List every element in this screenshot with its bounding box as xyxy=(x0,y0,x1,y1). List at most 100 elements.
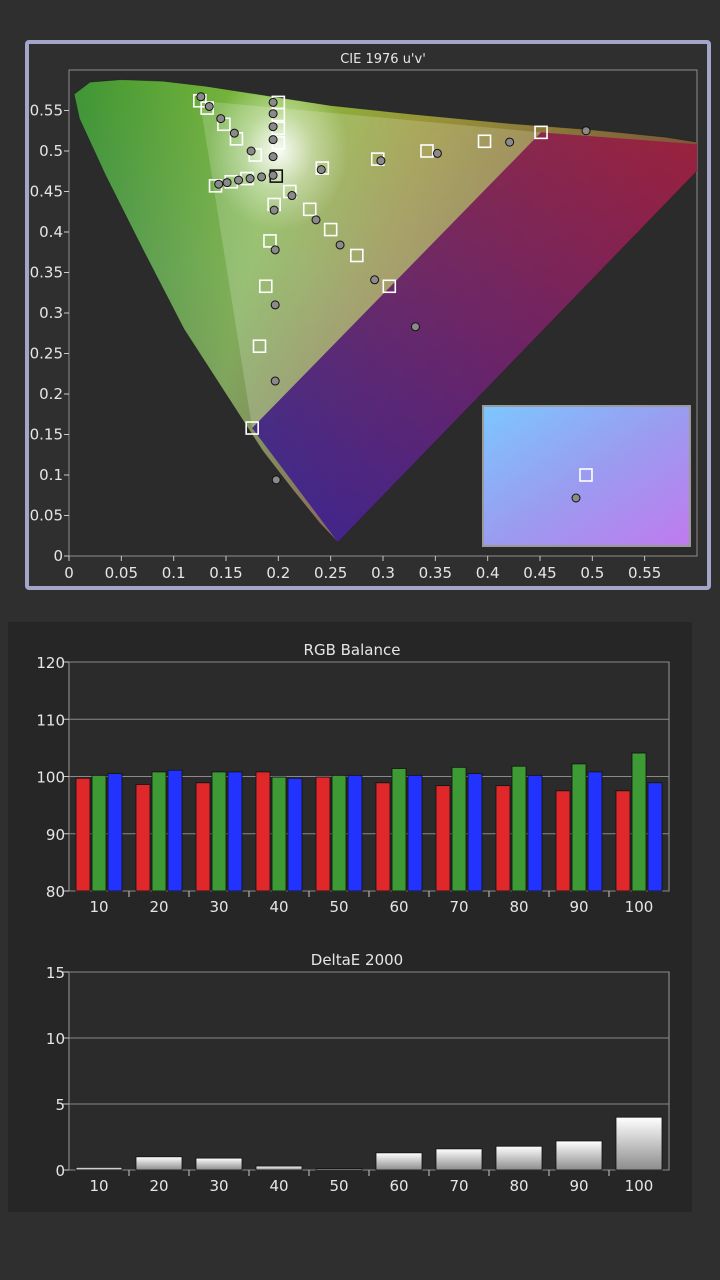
cie-x-tick-label: 0.4 xyxy=(476,564,500,582)
cie-x-tick-label: 0.2 xyxy=(266,564,290,582)
cie-y-tick-label: 0.05 xyxy=(30,507,63,525)
rgb-bar-red xyxy=(495,785,511,892)
rgb-bar-blue xyxy=(467,773,483,892)
rgb-bar-red xyxy=(75,777,91,892)
rgb-bar-blue xyxy=(287,777,303,892)
x-tick-label: 70 xyxy=(449,1177,468,1195)
cie-measured-point xyxy=(376,156,386,166)
cie-frame xyxy=(25,40,711,590)
cie-measured-point xyxy=(268,122,278,132)
cie-x-tick-label: 0.55 xyxy=(628,564,661,582)
cie-measured-point xyxy=(270,245,280,255)
x-tick-label: 50 xyxy=(329,1177,348,1195)
rgb-bar-red xyxy=(375,782,391,892)
cie-x-tick-label: 0.3 xyxy=(371,564,395,582)
cie-measured-point xyxy=(432,148,442,158)
cie-y-tick-label: 0.55 xyxy=(30,102,63,120)
rgb-bar-green xyxy=(571,763,587,892)
cie-target-marker xyxy=(263,234,277,248)
x-tick-label: 90 xyxy=(569,1177,588,1195)
rgb-bar-red xyxy=(435,785,451,892)
deltae-bar xyxy=(255,1165,303,1171)
cie-target-marker xyxy=(245,421,259,435)
cie-measured-point xyxy=(245,174,255,184)
cie-measured-point xyxy=(271,475,281,485)
cie-target-marker xyxy=(323,222,338,237)
rgb-bar-red xyxy=(135,784,151,892)
deltae-bar xyxy=(75,1166,123,1171)
cie-measured-point xyxy=(268,152,278,162)
deltae-2000-chart: 0 5 10 15 10 20 30 40 50 60 70 80 90 100 xyxy=(46,964,670,1195)
rgb-bar-green xyxy=(451,766,467,892)
cie-measured-point xyxy=(505,137,515,147)
y-tick-label: 80 xyxy=(46,883,65,901)
rgb-bar-green xyxy=(631,752,647,892)
rgb-bar-blue xyxy=(227,771,243,892)
cie-target-marker xyxy=(302,202,317,217)
inset-target-marker xyxy=(579,468,593,482)
x-tick-label: 60 xyxy=(389,1177,408,1195)
cie-measured-point xyxy=(268,135,278,145)
cie-y-tick-label: 0.15 xyxy=(30,426,63,444)
rgb-bar-green xyxy=(391,768,407,892)
deltae-bar xyxy=(495,1145,543,1171)
cie-target-marker xyxy=(252,339,267,354)
cie-title: CIE 1976 u'v' xyxy=(340,52,426,67)
deltae-bar xyxy=(615,1116,663,1171)
rgb-bar-red xyxy=(315,776,331,892)
x-tick-label: 40 xyxy=(269,1177,288,1195)
cie-measured-point xyxy=(287,191,297,201)
cie-measured-point xyxy=(246,146,256,156)
x-tick-label: 20 xyxy=(149,898,168,916)
cie-measured-point xyxy=(316,165,326,175)
cie-measured-point xyxy=(268,109,278,119)
y-tick-label: 5 xyxy=(55,1096,65,1114)
rgb-bar-blue xyxy=(407,774,423,892)
cie-x-tick-label: 0.15 xyxy=(209,564,242,582)
cie-measured-point xyxy=(311,215,321,225)
cie-measured-point xyxy=(370,275,380,285)
x-tick-label: 80 xyxy=(509,1177,528,1195)
cie-y-tick-label: 0.5 xyxy=(39,142,63,160)
deltae-bar xyxy=(315,1168,363,1171)
rgb-bar-green xyxy=(91,774,107,892)
cie-y-tick-label: 0 xyxy=(53,547,63,565)
x-tick-label: 70 xyxy=(449,898,468,916)
rgb-bar-green xyxy=(511,765,527,892)
x-tick-label: 20 xyxy=(149,1177,168,1195)
x-tick-label: 60 xyxy=(389,898,408,916)
cie-x-tick-label: 0.05 xyxy=(105,564,138,582)
cie-target-marker xyxy=(534,125,548,140)
deltae-bar xyxy=(555,1140,603,1171)
rgb-bar-blue xyxy=(107,773,123,892)
inset-measured-marker xyxy=(571,493,581,503)
deltae-bar xyxy=(135,1156,183,1171)
cie-measured-point xyxy=(234,175,244,185)
cie-target-marker xyxy=(258,279,273,294)
x-tick-label: 30 xyxy=(209,898,228,916)
rgb-bar-green xyxy=(331,774,347,892)
cie-measured-point xyxy=(581,126,591,136)
y-tick-label: 15 xyxy=(46,964,65,982)
cie-1976-chart: CIE 1976 u'v' 0 0.05 0.1 0.15 0.2 0.25 0.3 0.35… xyxy=(25,40,711,590)
deltae-bar xyxy=(375,1152,423,1171)
deltae-bar xyxy=(195,1157,243,1171)
cie-x-tick-label: 0.35 xyxy=(419,564,452,582)
cie-measured-point xyxy=(196,92,206,102)
delta-title: DeltaE 2000 xyxy=(311,951,403,969)
rgb-bar-red xyxy=(195,782,211,892)
cie-x-tick-label: 0 xyxy=(64,564,74,582)
cie-y-tick-label: 0.3 xyxy=(39,304,63,322)
rgb-bar-blue xyxy=(647,782,663,892)
cie-measured-point xyxy=(216,114,226,124)
rgb-bar-green xyxy=(151,771,167,892)
y-tick-label: 100 xyxy=(36,769,65,787)
x-tick-label: 100 xyxy=(625,898,654,916)
cie-measured-point xyxy=(268,170,278,180)
rgb-bar-blue xyxy=(527,774,543,892)
cie-x-tick-label: 0.45 xyxy=(523,564,556,582)
cie-x-tick-label: 0.5 xyxy=(580,564,604,582)
rgb-bar-blue xyxy=(587,771,603,892)
